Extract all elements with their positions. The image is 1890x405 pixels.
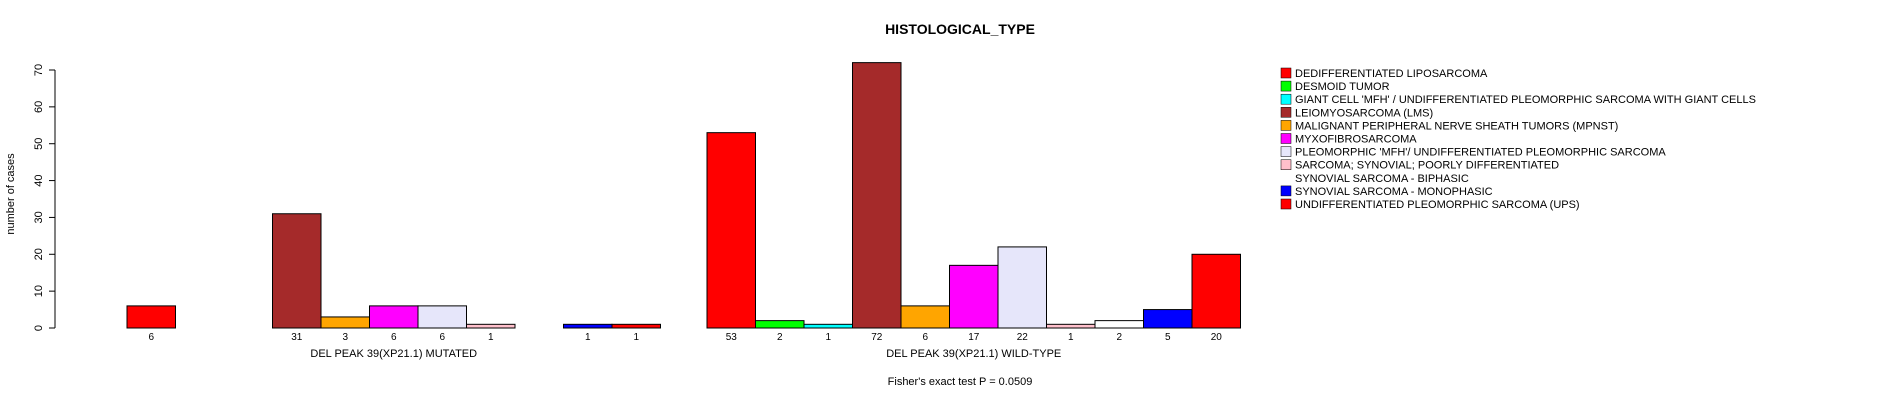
bar <box>1046 323 1096 329</box>
y-axis: 0 10 20 30 40 50 60 70 <box>33 64 56 331</box>
legend-swatch <box>1280 172 1292 184</box>
bar-count-label: 31 <box>291 332 303 343</box>
bar-count-label: 1 <box>488 332 494 343</box>
y-tick-label: 60 <box>33 101 45 113</box>
bar <box>563 323 613 329</box>
bar <box>369 305 419 329</box>
bar <box>126 305 176 329</box>
bar <box>755 320 805 329</box>
bar-count-label: 22 <box>1017 332 1029 343</box>
legend-swatch <box>1280 67 1292 79</box>
legend-label: PLEOMORPHIC 'MFH'/ UNDIFFERENTIATED PLEO… <box>1295 147 1666 159</box>
bar <box>900 305 950 329</box>
legend-swatch <box>1280 185 1292 197</box>
bar-count-label: 5 <box>1165 332 1171 343</box>
bar-count-label: 2 <box>777 332 783 343</box>
bar-count-label: 1 <box>585 332 591 343</box>
legend-swatch <box>1280 198 1292 210</box>
bar <box>417 305 467 329</box>
bar <box>997 246 1047 329</box>
bar-count-label: 6 <box>439 332 445 343</box>
bar <box>611 323 661 329</box>
legend-swatch <box>1280 146 1292 157</box>
bar-count-label: 6 <box>148 332 154 343</box>
legend-swatch <box>1280 107 1292 118</box>
bar-count-label: 6 <box>391 332 397 343</box>
legend-label: SYNOVIAL SARCOMA - BIPHASIC <box>1295 173 1469 185</box>
legend-label: SYNOVIAL SARCOMA - MONOPHASIC <box>1295 186 1493 198</box>
legend-label: SARCOMA; SYNOVIAL; POORLY DIFFERENTIATED <box>1295 160 1559 172</box>
legend-label: DESMOID TUMOR <box>1295 81 1390 93</box>
bar <box>1143 309 1193 329</box>
count-labels: 6 31 3 6 6 1 1 1 53 2 1 72 6 17 22 1 2 5 20 <box>148 332 1222 343</box>
bar-count-label: 1 <box>825 332 831 343</box>
bar-count-label: 53 <box>726 332 738 343</box>
bar <box>706 132 756 329</box>
bar-count-label: 17 <box>968 332 980 343</box>
bar <box>272 213 322 329</box>
bar <box>949 264 999 329</box>
bar-count-label: 20 <box>1211 332 1223 343</box>
legend-label: LEIOMYOSARCOMA (LMS) <box>1295 107 1433 119</box>
fisher-test-footnote: Fisher's exact test P = 0.0509 <box>888 376 1033 388</box>
bar-count-label: 1 <box>1068 332 1074 343</box>
bar-count-label: 6 <box>922 332 928 343</box>
y-tick-label: 0 <box>33 325 45 331</box>
bar <box>320 316 370 329</box>
chart-title: HISTOLOGICAL_TYPE <box>885 21 1035 37</box>
legend-swatch <box>1280 120 1292 131</box>
y-tick-label: 40 <box>33 174 45 186</box>
group-label: DEL PEAK 39(XP21.1) MUTATED <box>310 348 477 360</box>
y-tick-label: 20 <box>33 248 45 260</box>
bar <box>803 323 853 329</box>
y-axis-label: number of cases <box>5 153 17 235</box>
y-tick-label: 30 <box>33 211 45 223</box>
y-tick-label: 10 <box>33 285 45 297</box>
y-tick-label: 50 <box>33 138 45 150</box>
legend-label: GIANT CELL 'MFH' / UNDIFFERENTIATED PLEO… <box>1295 94 1756 106</box>
group-label: DEL PEAK 39(XP21.1) WILD-TYPE <box>886 348 1061 360</box>
legend-swatch <box>1280 93 1292 105</box>
bars <box>126 62 1241 329</box>
legend-swatch <box>1280 133 1292 144</box>
legend-swatch <box>1280 80 1292 92</box>
bar-count-label: 72 <box>871 332 883 343</box>
legend-label: DEDIFFERENTIATED LIPOSARCOMA <box>1295 68 1488 80</box>
legend-label: MALIGNANT PERIPHERAL NERVE SHEATH TUMORS… <box>1295 120 1618 132</box>
bar <box>1094 320 1144 329</box>
bar <box>852 62 902 329</box>
bar-count-label: 1 <box>633 332 639 343</box>
bar-count-label: 3 <box>342 332 348 343</box>
bar-count-label: 2 <box>1116 332 1122 343</box>
legend-label: MYXOFIBROSARCOMA <box>1295 134 1417 146</box>
legend-swatch <box>1280 159 1292 170</box>
group-labels: DEL PEAK 39(XP21.1) MUTATED DEL PEAK 39(X… <box>310 348 1061 360</box>
legend-label: UNDIFFERENTIATED PLEOMORPHIC SARCOMA (UP… <box>1295 199 1580 211</box>
bar <box>1191 253 1241 329</box>
bar <box>466 323 516 329</box>
y-tick-label: 70 <box>33 64 45 76</box>
